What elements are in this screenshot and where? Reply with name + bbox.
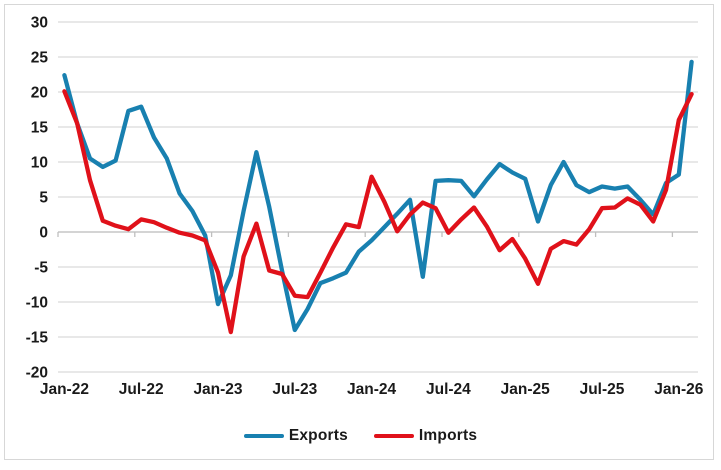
y-tick-label--10: -10 [26,295,48,312]
x-tick-label-Jan-24: Jan-24 [347,381,396,398]
y-tick-label--20: -20 [26,365,48,382]
exports-line[interactable] [62,59,694,333]
x-tick-label-Jan-23: Jan-23 [193,381,242,398]
chart-legend: Exports Imports [0,427,721,445]
x-tick-label-Jan-22: Jan-22 [40,381,89,398]
exports-line-swatch [243,433,284,439]
x-tick-label-Jan-26: Jan-26 [654,381,703,398]
imports-line[interactable] [62,89,694,335]
x-tick-label-Jul-24: Jul-24 [426,381,471,398]
y-tick-label-30: 30 [31,15,48,32]
x-tick-label-Jul-25: Jul-25 [580,381,625,398]
x-tick-label-Jan-25: Jan-25 [501,381,550,398]
x-tick-label-Jul-23: Jul-23 [272,381,317,398]
legend-label-exports: Exports [288,427,348,444]
y-tick-label--5: -5 [34,260,48,277]
legend-item-exports[interactable]: Exports [243,427,348,445]
imports-line-swatch [373,433,414,439]
y-tick-label-20: 20 [31,85,48,102]
y-tick-label-0: 0 [39,225,48,242]
y-tick-label-15: 15 [31,120,49,137]
y-tick-label--15: -15 [26,330,49,347]
x-tick-label-Jul-22: Jul-22 [119,381,164,398]
legend-item-imports[interactable]: Imports [373,427,478,445]
y-tick-label-5: 5 [39,190,48,207]
legend-label-imports: Imports [418,427,478,444]
y-tick-label-10: 10 [31,155,48,172]
y-tick-label-25: 25 [31,50,49,67]
